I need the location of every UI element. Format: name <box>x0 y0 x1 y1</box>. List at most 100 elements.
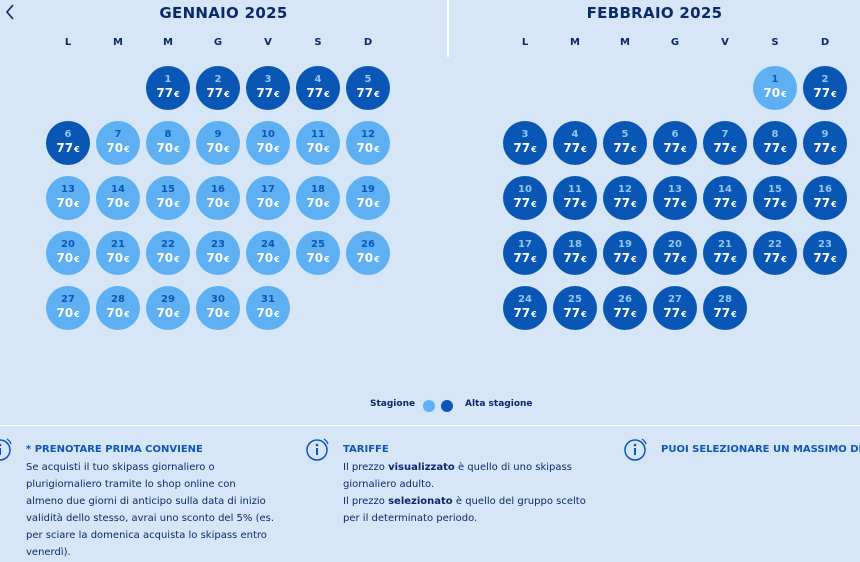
day-cell[interactable]: 8 70€ <box>146 121 190 165</box>
info-line: per il determinato periodo. <box>343 513 478 524</box>
currency-symbol: € <box>174 200 180 209</box>
day-cell[interactable]: 3 77€ <box>503 121 547 165</box>
day-price: 77€ <box>753 196 797 210</box>
price-value: 77 <box>663 196 681 210</box>
currency-symbol: € <box>781 200 787 209</box>
day-cell[interactable]: 2 77€ <box>803 66 847 110</box>
day-price: 77€ <box>653 196 697 210</box>
day-cell[interactable]: 27 77€ <box>653 286 697 330</box>
day-cell[interactable]: 26 77€ <box>603 286 647 330</box>
price-value: 77 <box>763 196 781 210</box>
day-number: 1 <box>164 74 172 85</box>
day-cell[interactable]: 18 77€ <box>553 231 597 275</box>
day-cell[interactable]: 4 77€ <box>553 121 597 165</box>
day-price: 70€ <box>346 141 390 155</box>
day-cell[interactable]: 18 70€ <box>296 176 340 220</box>
day-cell[interactable]: 27 70€ <box>46 286 90 330</box>
weekday-label: G <box>213 37 223 48</box>
day-price: 70€ <box>246 251 290 265</box>
day-cell[interactable]: 25 77€ <box>553 286 597 330</box>
day-cell[interactable]: 12 77€ <box>603 176 647 220</box>
price-value: 70 <box>356 141 374 155</box>
day-cell[interactable]: 7 77€ <box>703 121 747 165</box>
price-value: 77 <box>513 306 531 320</box>
price-value: 77 <box>513 196 531 210</box>
weekday-label: V <box>721 37 729 48</box>
day-price: 77€ <box>703 141 747 155</box>
weekday-label: S <box>314 37 322 48</box>
day-cell[interactable]: 11 70€ <box>296 121 340 165</box>
day-cell[interactable]: 30 70€ <box>196 286 240 330</box>
price-value: 70 <box>56 306 74 320</box>
currency-symbol: € <box>374 90 380 99</box>
day-cell[interactable]: 24 77€ <box>503 286 547 330</box>
day-cell[interactable]: 22 70€ <box>146 231 190 275</box>
day-number: 19 <box>618 239 632 250</box>
day-price: 77€ <box>603 306 647 320</box>
day-cell[interactable]: 7 70€ <box>96 121 140 165</box>
day-cell[interactable]: 24 70€ <box>246 231 290 275</box>
day-cell[interactable]: 16 77€ <box>803 176 847 220</box>
price-value: 77 <box>306 86 324 100</box>
day-cell[interactable]: 10 70€ <box>246 121 290 165</box>
day-cell[interactable]: 1 77€ <box>146 66 190 110</box>
day-cell[interactable]: 3 77€ <box>246 66 290 110</box>
day-cell[interactable]: 13 70€ <box>46 176 90 220</box>
day-cell[interactable]: 21 70€ <box>96 231 140 275</box>
weekday-label: V <box>264 37 272 48</box>
price-value: 77 <box>356 86 374 100</box>
day-cell[interactable]: 15 70€ <box>146 176 190 220</box>
day-cell[interactable]: 6 77€ <box>46 121 90 165</box>
day-cell[interactable]: 28 77€ <box>703 286 747 330</box>
day-cell[interactable]: 25 70€ <box>296 231 340 275</box>
day-cell[interactable]: 23 77€ <box>803 231 847 275</box>
day-number: 18 <box>311 184 325 195</box>
day-cell[interactable]: 19 77€ <box>603 231 647 275</box>
price-value: 77 <box>763 141 781 155</box>
day-cell[interactable]: 5 77€ <box>603 121 647 165</box>
day-cell[interactable]: 21 77€ <box>703 231 747 275</box>
legend-high-dot <box>441 400 453 412</box>
day-cell[interactable]: 17 77€ <box>503 231 547 275</box>
day-cell[interactable]: 8 77€ <box>753 121 797 165</box>
day-cell[interactable]: 29 70€ <box>146 286 190 330</box>
day-cell[interactable]: 2 77€ <box>196 66 240 110</box>
day-cell[interactable]: 14 70€ <box>96 176 140 220</box>
day-cell[interactable]: 20 70€ <box>46 231 90 275</box>
day-cell[interactable]: 31 70€ <box>246 286 290 330</box>
day-number: 11 <box>568 184 582 195</box>
day-cell[interactable]: 22 77€ <box>753 231 797 275</box>
day-price: 70€ <box>296 196 340 210</box>
day-number: 18 <box>568 239 582 250</box>
day-cell[interactable]: 17 70€ <box>246 176 290 220</box>
day-price: 70€ <box>246 306 290 320</box>
price-value: 77 <box>813 86 831 100</box>
day-cell[interactable]: 5 77€ <box>346 66 390 110</box>
day-number: 24 <box>518 294 532 305</box>
day-cell[interactable]: 4 77€ <box>296 66 340 110</box>
day-cell[interactable]: 16 70€ <box>196 176 240 220</box>
back-button[interactable] <box>3 4 17 20</box>
day-cell[interactable]: 10 77€ <box>503 176 547 220</box>
day-number: 8 <box>164 129 172 140</box>
day-cell[interactable]: 12 70€ <box>346 121 390 165</box>
day-cell[interactable]: 9 70€ <box>196 121 240 165</box>
day-cell[interactable]: 20 77€ <box>653 231 697 275</box>
day-cell[interactable]: 15 77€ <box>753 176 797 220</box>
day-number: 6 <box>64 129 72 140</box>
day-cell[interactable]: 14 77€ <box>703 176 747 220</box>
day-cell[interactable]: 23 70€ <box>196 231 240 275</box>
price-value: 77 <box>663 306 681 320</box>
day-cell[interactable]: 26 70€ <box>346 231 390 275</box>
day-cell[interactable]: 1 70€ <box>753 66 797 110</box>
day-cell[interactable]: 11 77€ <box>553 176 597 220</box>
day-cell[interactable]: 6 77€ <box>653 121 697 165</box>
day-price: 77€ <box>146 86 190 100</box>
day-cell[interactable]: 13 77€ <box>653 176 697 220</box>
day-cell[interactable]: 28 70€ <box>96 286 140 330</box>
day-cell[interactable]: 19 70€ <box>346 176 390 220</box>
day-price: 77€ <box>346 86 390 100</box>
day-cell[interactable]: 9 77€ <box>803 121 847 165</box>
price-value: 77 <box>156 86 174 100</box>
